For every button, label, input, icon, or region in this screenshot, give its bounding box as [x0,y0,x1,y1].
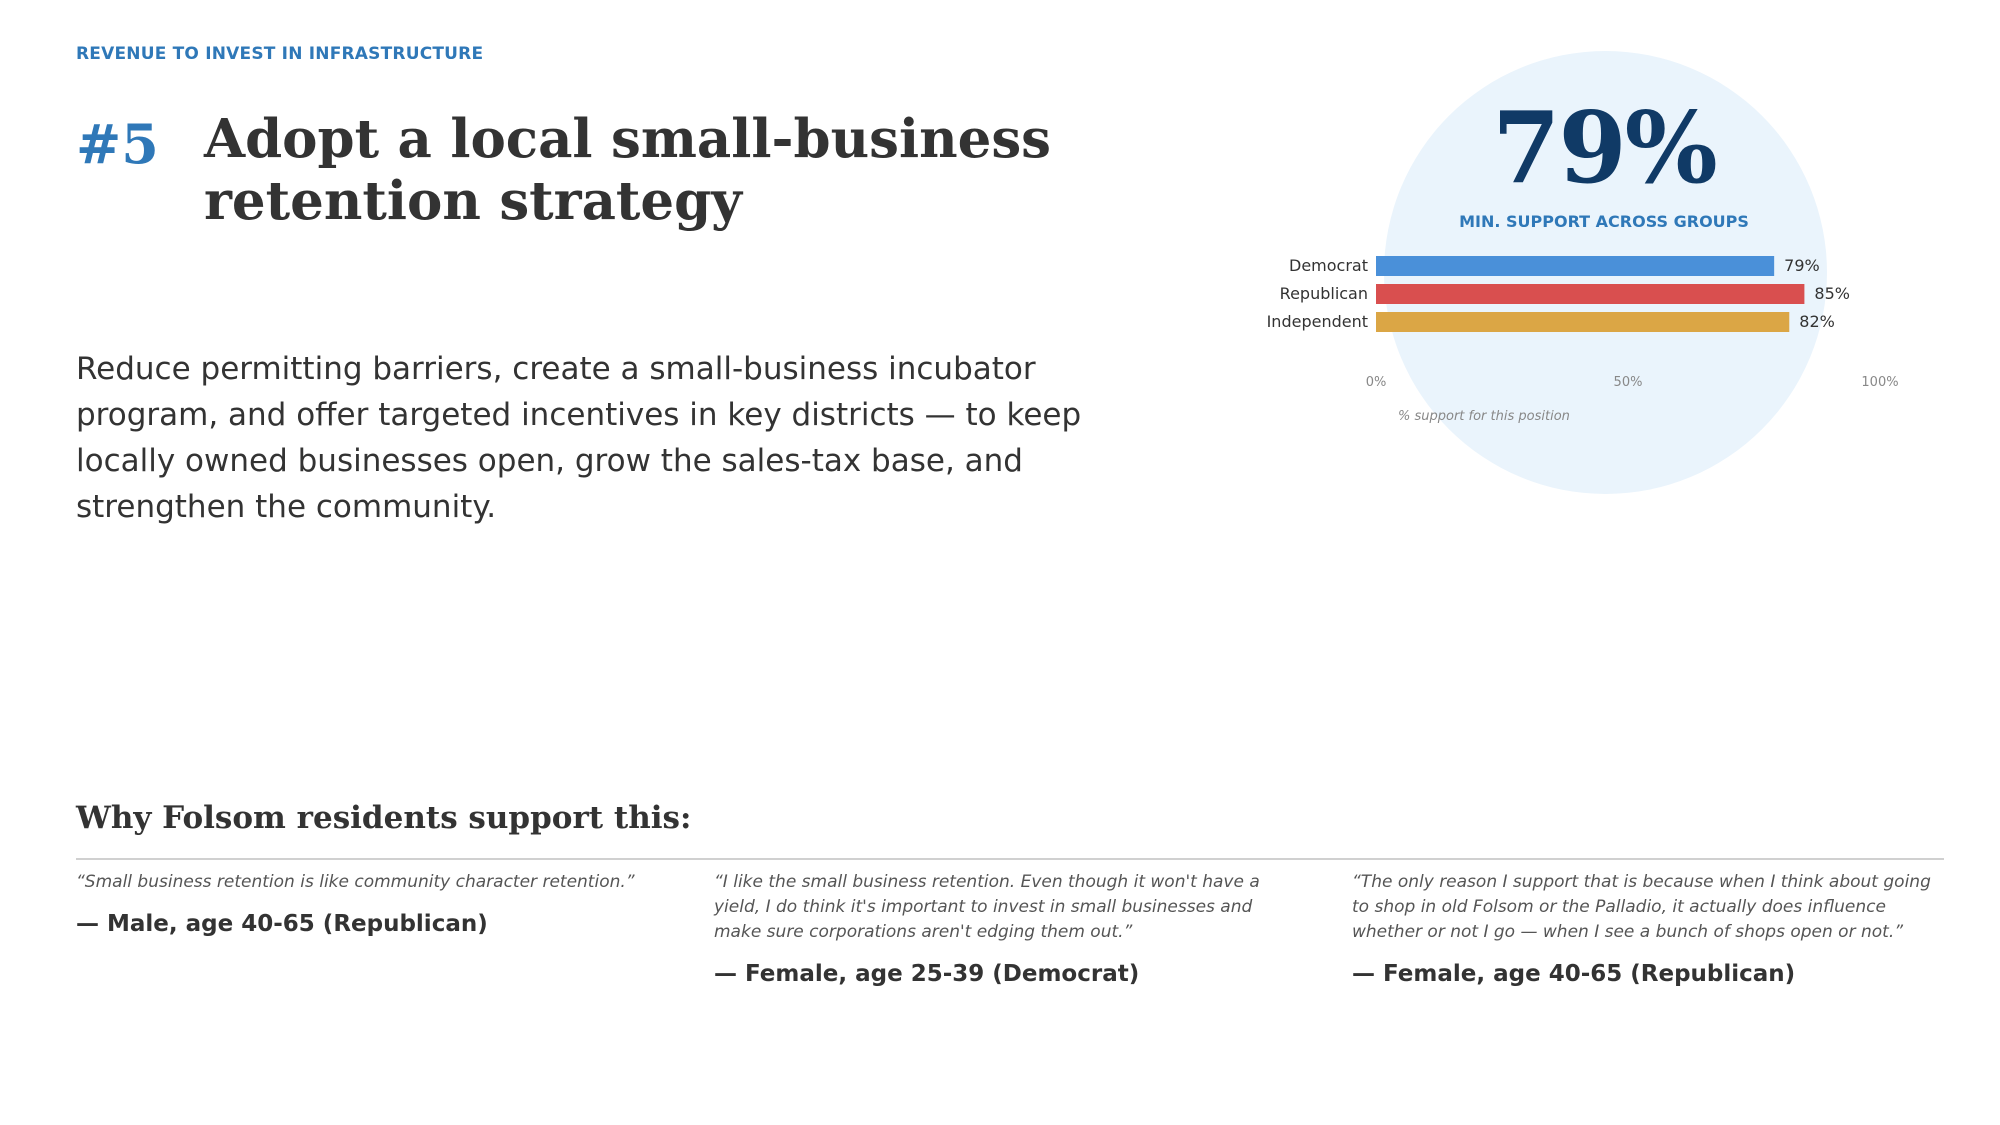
quote-text: “I like the small business retention. Ev… [714,872,1260,942]
rank-number: #5 [76,112,159,176]
quote-card: “Small business retention is like commun… [76,870,656,937]
x-tick-label: 100% [1861,375,1898,390]
bar-category-label: Independent [1267,312,1368,331]
divider [76,858,1944,860]
description-text: Reduce permitting barriers, create a sma… [76,351,1082,525]
headline-percentage: 79% [1492,91,1718,206]
bar-republican [1376,284,1805,304]
x-tick-label: 0% [1366,375,1387,390]
support-bar-chart: Democrat 79% Republican 85% Independent 82% 0%… [1267,256,1899,424]
quote-attribution: — Female, age 25-39 (Democrat) [714,961,1140,987]
bar-category-label: Democrat [1289,256,1368,275]
bar-democrat [1376,256,1775,276]
headline-caption: MIN. SUPPORT ACROSS GROUPS [1459,212,1749,231]
x-axis-label: % support for this position [1398,409,1570,424]
quote-attribution: — Female, age 40-65 (Republican) [1352,961,1796,987]
why-heading: Why Folsom residents support this: [76,800,692,836]
quote-card: “I like the small business retention. Ev… [714,870,1294,987]
section-eyebrow: REVENUE TO INVEST IN INFRASTRUCTURE [76,44,484,64]
bar-independent [1376,312,1790,332]
page-title: Adopt a local small-business retention s… [204,108,1052,232]
quote-text: “The only reason I support that is becau… [1352,872,1931,942]
quote-attribution: — Male, age 40-65 (Republican) [76,911,488,937]
x-tick-label: 50% [1614,375,1643,390]
bar-value-label: 85% [1814,284,1850,303]
bar-value-label: 82% [1799,312,1835,331]
bar-category-label: Republican [1280,284,1368,303]
support-chart-panel: 79% MIN. SUPPORT ACROSS GROUPS Democrat 7… [1240,40,1960,510]
quote-card: “The only reason I support that is becau… [1352,870,1932,987]
quote-text: “Small business retention is like commun… [76,872,635,892]
bar-value-label: 79% [1784,256,1820,275]
